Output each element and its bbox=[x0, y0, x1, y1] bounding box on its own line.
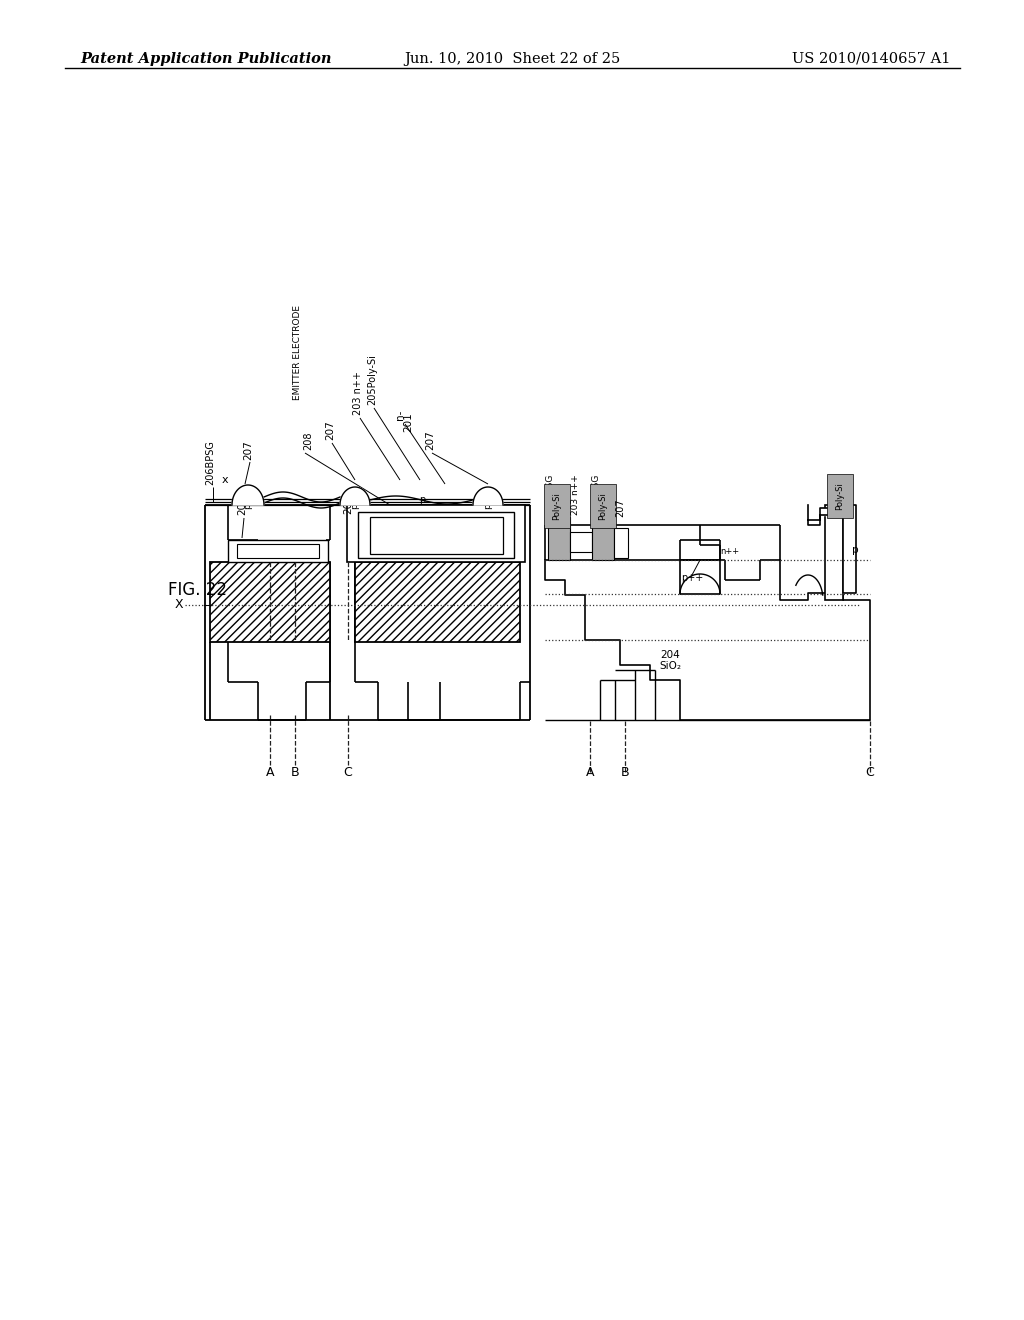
Text: 208: 208 bbox=[303, 432, 313, 450]
Text: 203 n++: 203 n++ bbox=[353, 371, 362, 414]
Bar bbox=[592, 525, 614, 560]
Text: EMITTER ELECTRODE: EMITTER ELECTRODE bbox=[294, 305, 302, 400]
Bar bbox=[548, 525, 570, 560]
Text: Poly-Si: Poly-Si bbox=[598, 492, 607, 520]
Bar bbox=[347, 506, 525, 562]
Bar bbox=[237, 544, 319, 558]
Text: X: X bbox=[174, 598, 183, 611]
Polygon shape bbox=[545, 560, 870, 719]
Text: 207: 207 bbox=[615, 499, 625, 517]
Bar bbox=[355, 562, 520, 642]
Text: p++: p++ bbox=[483, 488, 493, 510]
Text: 206BPSG: 206BPSG bbox=[546, 474, 555, 515]
Polygon shape bbox=[808, 506, 856, 593]
Bar bbox=[592, 517, 614, 525]
Bar bbox=[570, 532, 592, 552]
Bar bbox=[614, 528, 628, 558]
Text: 207: 207 bbox=[325, 420, 335, 440]
Text: 204: 204 bbox=[660, 649, 680, 660]
Text: 207: 207 bbox=[425, 430, 435, 450]
Text: 205Poly-Si: 205Poly-Si bbox=[367, 354, 377, 405]
Text: B: B bbox=[621, 766, 630, 779]
Text: 203 n++: 203 n++ bbox=[570, 474, 580, 515]
Bar bbox=[358, 512, 514, 558]
Text: Poly-Si: Poly-Si bbox=[836, 482, 845, 510]
Text: 200: 200 bbox=[237, 495, 247, 515]
Polygon shape bbox=[232, 484, 264, 506]
Bar bbox=[228, 540, 328, 562]
Text: US 2010/0140657 A1: US 2010/0140657 A1 bbox=[792, 51, 950, 66]
Polygon shape bbox=[473, 487, 503, 506]
Text: A: A bbox=[266, 766, 274, 779]
Text: 200: 200 bbox=[343, 495, 353, 513]
Text: 206BPSG: 206BPSG bbox=[205, 440, 215, 484]
Bar bbox=[548, 517, 570, 525]
Text: p++: p++ bbox=[350, 488, 359, 510]
Text: p++: p++ bbox=[681, 573, 703, 583]
Text: x: x bbox=[221, 475, 228, 484]
Text: p: p bbox=[419, 495, 425, 506]
Text: Poly-Si: Poly-Si bbox=[553, 492, 561, 520]
Polygon shape bbox=[340, 487, 370, 506]
Bar bbox=[370, 517, 503, 554]
Text: p: p bbox=[852, 545, 858, 554]
Bar bbox=[210, 562, 330, 642]
Text: B: B bbox=[291, 766, 299, 779]
Text: n++: n++ bbox=[720, 548, 739, 557]
Text: Patent Application Publication: Patent Application Publication bbox=[80, 51, 332, 66]
Text: SiO₂: SiO₂ bbox=[659, 661, 681, 671]
Text: C: C bbox=[344, 766, 352, 779]
Text: FIG. 22: FIG. 22 bbox=[168, 581, 227, 599]
Text: ─: ─ bbox=[203, 601, 210, 610]
Text: 206BPSG: 206BPSG bbox=[592, 474, 600, 515]
Bar bbox=[825, 506, 843, 601]
Text: C: C bbox=[865, 766, 874, 779]
Text: 207: 207 bbox=[243, 441, 253, 459]
Text: A: A bbox=[586, 766, 594, 779]
Text: p++: p++ bbox=[244, 488, 253, 510]
Text: n-: n- bbox=[395, 409, 406, 420]
Text: 201: 201 bbox=[403, 412, 413, 432]
Text: Jun. 10, 2010  Sheet 22 of 25: Jun. 10, 2010 Sheet 22 of 25 bbox=[403, 51, 621, 66]
